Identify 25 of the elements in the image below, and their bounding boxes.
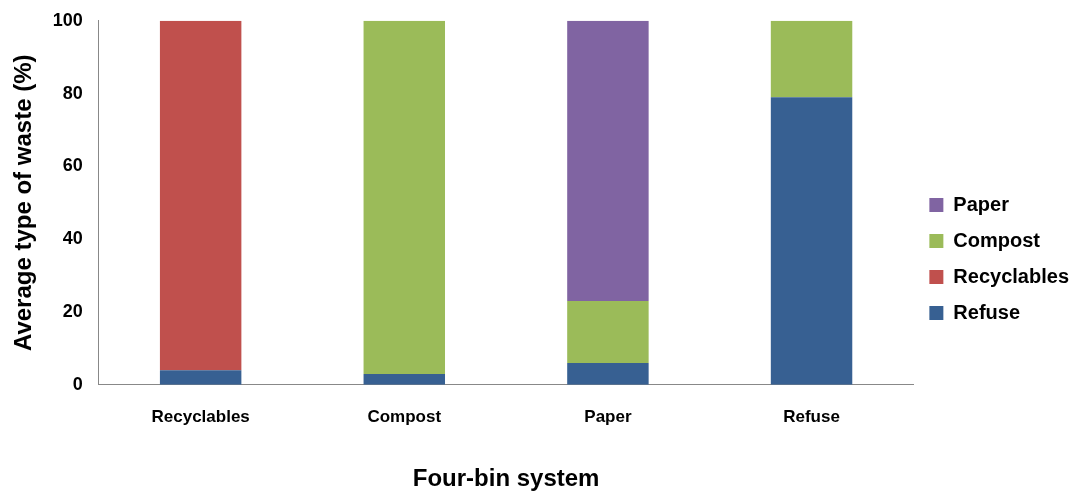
bar [363, 20, 446, 374]
bar [567, 362, 649, 385]
y-tick-label: 40 [62, 228, 83, 249]
bar [770, 20, 853, 98]
legend-label: Paper [953, 192, 1010, 215]
bar [159, 370, 242, 385]
y-tick-label: 60 [62, 155, 83, 176]
y-tick-label: 100 [52, 9, 83, 30]
bar [567, 20, 649, 302]
y-axis-title: Average type of waste (%) [9, 54, 37, 352]
x-axis-title: Four-bin system [412, 464, 600, 492]
y-tick-label: 20 [62, 300, 83, 321]
bar [770, 97, 853, 385]
x-tick-label: Compost [367, 406, 442, 426]
x-tick-label: Recyclables [151, 406, 250, 426]
y-tick-label: 0 [72, 373, 83, 394]
x-tick-label: Paper [584, 406, 632, 426]
legend-label: Recyclables [953, 264, 1070, 287]
bar [567, 301, 649, 363]
legend-label: Refuse [953, 300, 1021, 323]
x-tick-label: Refuse [783, 406, 840, 426]
bar [363, 373, 446, 385]
y-tick-label: 80 [62, 82, 83, 103]
legend-label: Compost [953, 228, 1041, 251]
bar [159, 20, 242, 371]
